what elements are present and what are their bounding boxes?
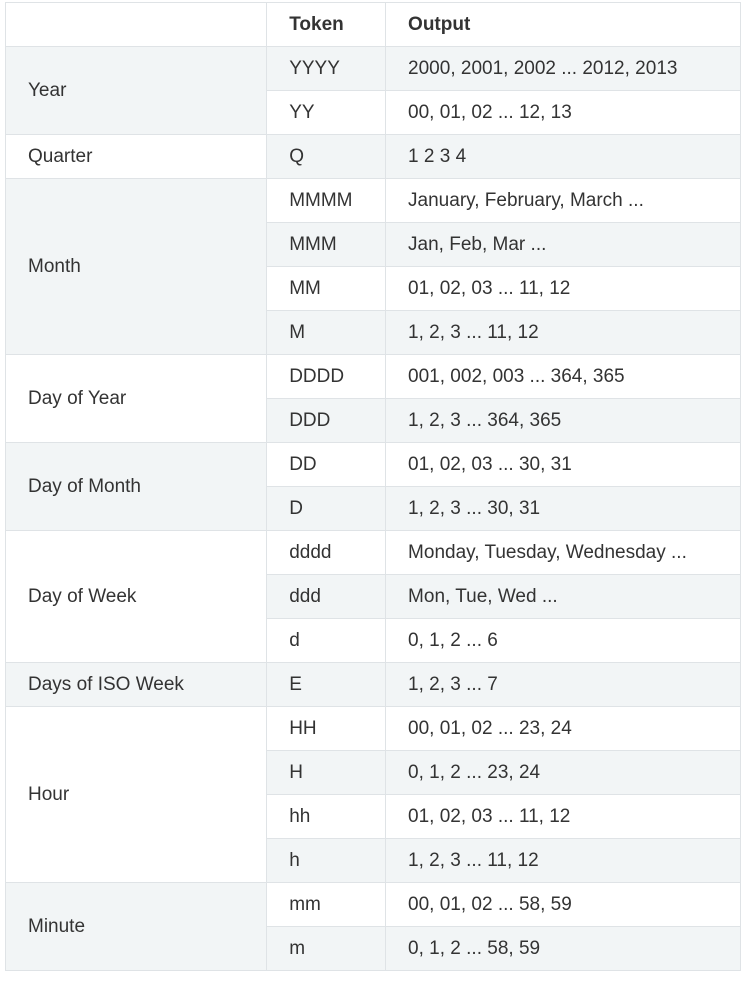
- token-cell: d: [266, 618, 387, 663]
- output-cell: Mon, Tue, Wed ...: [385, 574, 741, 619]
- output-cell: 1, 2, 3 ... 11, 12: [385, 838, 741, 883]
- output-cell: 1, 2, 3 ... 364, 365: [385, 398, 741, 443]
- table-row: Day of Year DDDD 001, 002, 003 ... 364, 36…: [4, 354, 741, 443]
- table-row: YY 00, 01, 02 ... 12, 13: [6, 90, 741, 135]
- token-cell: ddd: [266, 574, 387, 619]
- output-cell: 1 2 3 4: [385, 134, 741, 179]
- table-row: hh 01, 02, 03 ... 11, 12: [6, 794, 741, 839]
- token-cell: YYYY: [266, 46, 387, 91]
- output-cell: 1, 2, 3 ... 30, 31: [385, 486, 741, 531]
- table-row: Days of ISO Week E 1, 2, 3 ... 7: [4, 662, 741, 707]
- token-cell: DDD: [266, 398, 387, 443]
- header-output: Output: [385, 2, 741, 47]
- output-cell: 00, 01, 02 ... 12, 13: [385, 90, 741, 135]
- table-row: DDD 1, 2, 3 ... 364, 365: [6, 398, 741, 443]
- unit-cell: Day of Week: [4, 530, 268, 663]
- output-cell: 2000, 2001, 2002 ... 2012, 2013: [385, 46, 741, 91]
- table-row: Month MMMM January, February, March ...: [4, 178, 741, 355]
- output-cell: 01, 02, 03 ... 11, 12: [385, 794, 741, 839]
- table-row: MMM Jan, Feb, Mar ...: [6, 222, 741, 267]
- format-token-table: Token Output Year YYYY 2000, 2001, 2002 ..…: [4, 2, 741, 971]
- token-cell: mm: [266, 882, 387, 927]
- table-body: Year YYYY 2000, 2001, 2002 ... 2012, 2013 Y…: [4, 46, 741, 971]
- output-cell: 01, 02, 03 ... 30, 31: [385, 442, 741, 487]
- unit-cell: Minute: [4, 882, 268, 971]
- table-row: D 1, 2, 3 ... 30, 31: [6, 486, 741, 531]
- token-cell: hh: [266, 794, 387, 839]
- table-row: ddd Mon, Tue, Wed ...: [6, 574, 741, 619]
- table-row: h 1, 2, 3 ... 11, 12: [6, 838, 741, 883]
- token-cell: HH: [266, 706, 387, 751]
- token-cell: M: [266, 310, 387, 355]
- table-row: M 1, 2, 3 ... 11, 12: [6, 310, 741, 355]
- output-cell: 00, 01, 02 ... 58, 59: [385, 882, 741, 927]
- output-cell: 1, 2, 3 ... 11, 12: [385, 310, 741, 355]
- table-row: Day of Week dddd Monday, Tuesday, Wednesda…: [4, 530, 741, 663]
- token-cell: MMM: [266, 222, 387, 267]
- table-row: m 0, 1, 2 ... 58, 59: [6, 926, 741, 971]
- token-cell: DD: [266, 442, 387, 487]
- token-cell: YY: [266, 90, 387, 135]
- unit-cell: Hour: [4, 706, 268, 883]
- token-cell: H: [266, 750, 387, 795]
- unit-cell: Quarter: [4, 134, 268, 179]
- output-cell: 0, 1, 2 ... 23, 24: [385, 750, 741, 795]
- token-cell: E: [266, 662, 387, 707]
- table-row: Minute mm 00, 01, 02 ... 58, 59: [4, 882, 741, 971]
- unit-cell: Month: [4, 178, 268, 355]
- output-cell: Jan, Feb, Mar ...: [385, 222, 741, 267]
- unit-cell: Year: [4, 46, 268, 135]
- unit-cell: Day of Year: [4, 354, 268, 443]
- token-cell: D: [266, 486, 387, 531]
- table-row: d 0, 1, 2 ... 6: [6, 618, 741, 663]
- output-cell: 01, 02, 03 ... 11, 12: [385, 266, 741, 311]
- token-cell: Q: [266, 134, 387, 179]
- table-row: Day of Month DD 01, 02, 03 ... 30, 31: [4, 442, 741, 531]
- token-cell: h: [266, 838, 387, 883]
- output-cell: 00, 01, 02 ... 23, 24: [385, 706, 741, 751]
- output-cell: 1, 2, 3 ... 7: [385, 662, 741, 707]
- token-cell: DDDD: [266, 354, 387, 399]
- output-cell: 0, 1, 2 ... 58, 59: [385, 926, 741, 971]
- table-row: MM 01, 02, 03 ... 11, 12: [6, 266, 741, 311]
- token-cell: dddd: [266, 530, 387, 575]
- header-unit: [4, 2, 268, 47]
- unit-cell: Day of Month: [4, 442, 268, 531]
- output-cell: January, February, March ...: [385, 178, 741, 223]
- output-cell: 001, 002, 003 ... 364, 365: [385, 354, 741, 399]
- table-row: H 0, 1, 2 ... 23, 24: [6, 750, 741, 795]
- table-row: Hour HH 00, 01, 02 ... 23, 24: [4, 706, 741, 883]
- output-cell: 0, 1, 2 ... 6: [385, 618, 741, 663]
- token-cell: m: [266, 926, 387, 971]
- table-row: Quarter Q 1 2 3 4: [4, 134, 741, 179]
- token-cell: MMMM: [266, 178, 387, 223]
- table-header-row: Token Output: [4, 2, 741, 47]
- unit-cell: Days of ISO Week: [4, 662, 268, 707]
- table-row: Year YYYY 2000, 2001, 2002 ... 2012, 2013: [4, 46, 741, 135]
- token-cell: MM: [266, 266, 387, 311]
- header-token: Token: [266, 2, 387, 47]
- output-cell: Monday, Tuesday, Wednesday ...: [385, 530, 741, 575]
